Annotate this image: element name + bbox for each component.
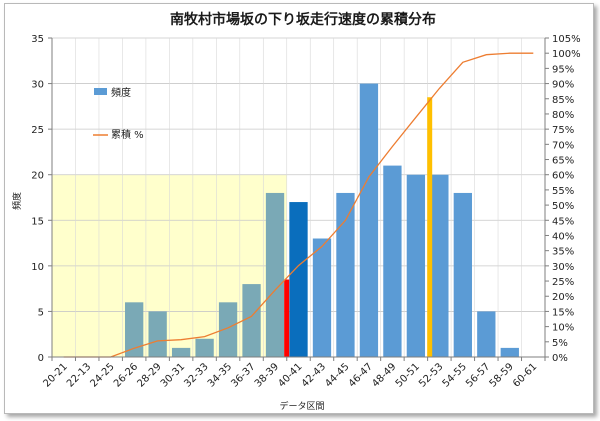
- right-tick-label: 20%: [552, 292, 574, 303]
- left-tick-label: 20: [31, 171, 44, 182]
- left-axis-ticks: 0 5 10 15 20 25 30 35: [31, 34, 52, 364]
- x-tick-label: 34-35: [206, 361, 234, 389]
- bar-50-51: [406, 174, 426, 357]
- axes: [51, 38, 546, 361]
- left-tick-label: 0: [38, 353, 44, 364]
- right-tick-label: 55%: [552, 186, 574, 197]
- x-tick-label: 30-31: [159, 361, 187, 389]
- left-tick-label: 5: [38, 307, 44, 318]
- right-tick-label: 15%: [552, 307, 574, 318]
- right-tick-label: 105%: [552, 34, 581, 45]
- bar-28-29: [148, 311, 167, 357]
- chart-frame: 南牧村市場坂の下り坂走行速度の累積分布 0 5 10 15 20 25 30 35 0% 5% 1…: [4, 3, 594, 414]
- left-tick-label: 15: [31, 216, 44, 227]
- right-tick-label: 50%: [552, 201, 574, 212]
- left-tick-label: 35: [31, 34, 44, 45]
- right-tick-label: 30%: [552, 262, 574, 273]
- bar-38-39: [265, 192, 285, 357]
- right-tick-label: 75%: [552, 125, 574, 136]
- right-tick-label: 35%: [552, 247, 574, 258]
- right-tick-label: 25%: [552, 277, 574, 288]
- x-tick-label: 54-55: [441, 361, 469, 389]
- right-tick-label: 45%: [552, 216, 574, 227]
- bar-46-47: [359, 83, 379, 358]
- bar-36-37: [242, 284, 261, 357]
- bar-40-41: [289, 202, 308, 357]
- x-tick-label: 24-25: [88, 361, 116, 389]
- x-tick-label: 58-59: [488, 361, 516, 389]
- right-tick-label: 95%: [552, 64, 574, 75]
- x-tick-label: 52-53: [417, 361, 445, 389]
- bar-58-59: [500, 347, 519, 357]
- bar-32-33: [195, 338, 214, 357]
- bar-54-55: [453, 192, 472, 357]
- x-tick-label: 44-45: [323, 361, 351, 389]
- bar-42-43: [312, 238, 332, 357]
- x-tick-label: 28-29: [135, 361, 163, 389]
- x-tick-label: 48-49: [370, 361, 398, 389]
- right-tick-label: 10%: [552, 323, 574, 334]
- bars: [125, 83, 519, 358]
- left-tick-label: 30: [31, 80, 44, 91]
- right-axis-ticks: 0% 5% 10% 15% 20% 25% 30% 35% 40% 45% 50% 55% 60% 65%…: [545, 34, 581, 364]
- x-axis-label: データ区間: [279, 400, 324, 412]
- legend-label-frequency: 頻度: [111, 86, 131, 99]
- right-tick-label: 100%: [552, 49, 581, 60]
- y-axis-label: 頻度: [11, 192, 23, 210]
- marker-52-53: [427, 97, 433, 357]
- x-tick-label: 46-47: [347, 361, 375, 389]
- bar-34-35: [218, 302, 238, 357]
- x-tick-label: 20-21: [42, 361, 70, 389]
- right-tick-label: 0%: [552, 353, 568, 364]
- right-tick-label: 90%: [552, 80, 574, 91]
- legend: 頻度 累積 %: [93, 86, 144, 141]
- right-tick-label: 80%: [552, 110, 574, 121]
- cumulative-line: [63, 52, 534, 358]
- cumulative-polyline: [63, 52, 534, 358]
- bar-30-31: [171, 347, 191, 357]
- right-tick-label: 70%: [552, 140, 574, 151]
- right-tick-label: 60%: [552, 171, 574, 182]
- markers: [284, 97, 433, 357]
- x-tick-label: 38-39: [253, 361, 281, 389]
- x-tick-label: 36-37: [229, 361, 257, 389]
- bar-52-53: [430, 174, 449, 357]
- x-tick-label: 56-57: [464, 361, 492, 389]
- x-axis-ticks: 20-2122-1324-2526-2628-2930-3132-3334-35…: [42, 361, 540, 389]
- bar-56-57: [477, 311, 496, 357]
- right-tick-label: 40%: [552, 231, 574, 242]
- chart: 南牧村市場坂の下り坂走行速度の累積分布 0 5 10 15 20 25 30 35 0% 5% 1…: [11, 11, 581, 412]
- chart-title: 南牧村市場坂の下り坂走行速度の累積分布: [170, 11, 436, 28]
- bar-48-49: [383, 165, 402, 357]
- x-tick-label: 50-51: [394, 361, 422, 389]
- x-tick-label: 32-33: [182, 361, 210, 389]
- x-tick-label: 26-26: [112, 361, 140, 389]
- legend-swatch-bar: [94, 88, 107, 95]
- x-tick-label: 60-61: [511, 361, 539, 389]
- x-tick-label: 42-43: [300, 361, 328, 389]
- left-tick-label: 10: [31, 262, 44, 273]
- right-tick-label: 65%: [552, 156, 574, 167]
- legend-label-cumulative: 累積 %: [111, 128, 144, 141]
- left-tick-label: 25: [31, 125, 44, 136]
- right-tick-label: 5%: [552, 338, 568, 349]
- marker-38-39: [284, 279, 290, 357]
- x-tick-label: 22-13: [65, 361, 93, 389]
- bar-26-26: [125, 302, 144, 357]
- bar-44-45: [336, 192, 355, 357]
- x-tick-label: 40-41: [276, 361, 304, 389]
- right-tick-label: 85%: [552, 95, 574, 106]
